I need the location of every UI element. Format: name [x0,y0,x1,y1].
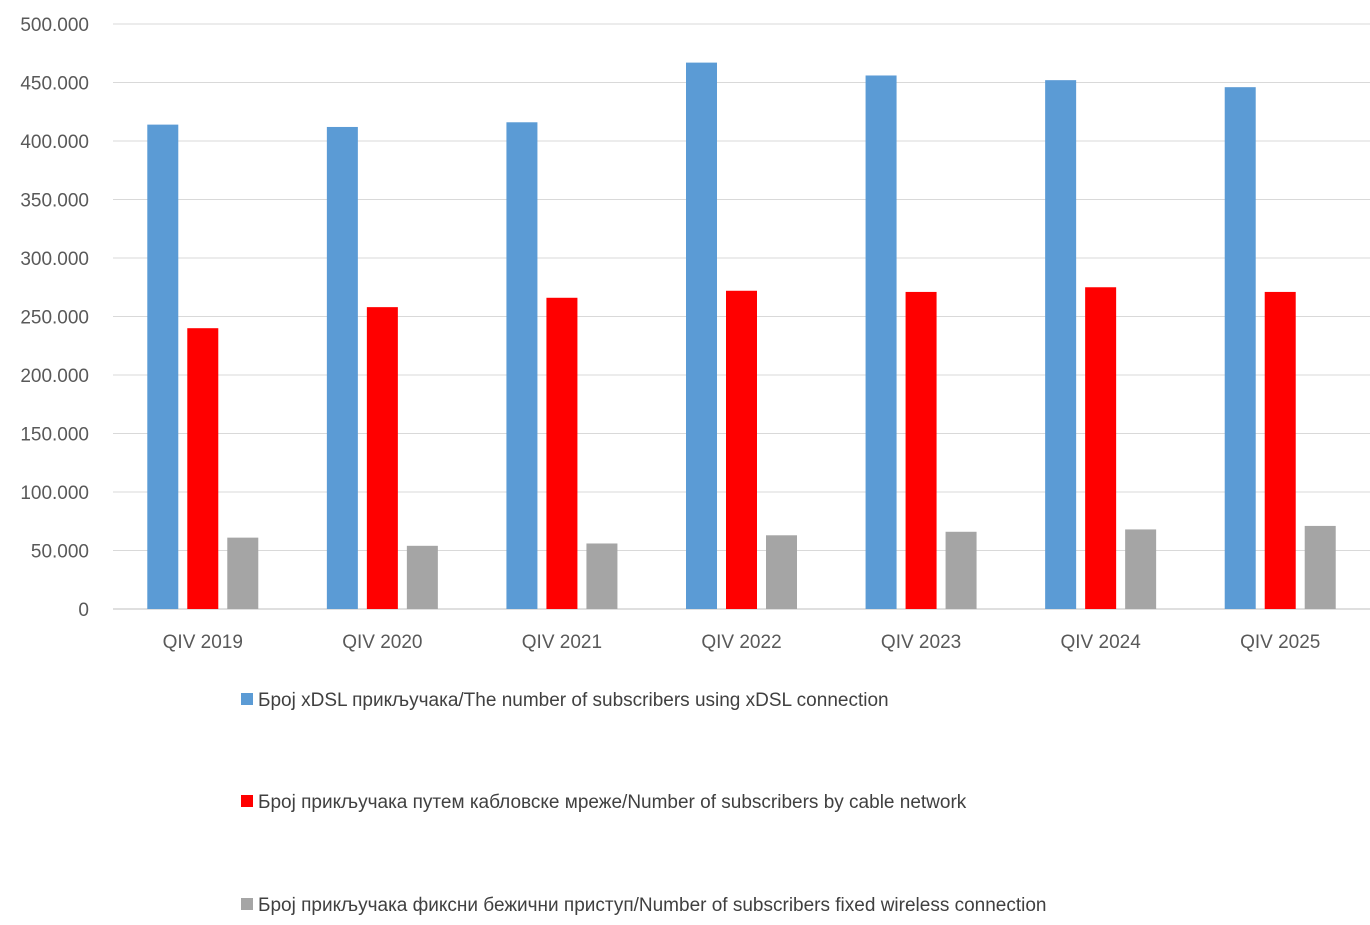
bar-series-2 [1264,291,1296,609]
x-axis-ticks: QIV 2019 QIV 2020 QIV 2021 QIV 2022 QIV 2023… [163,632,1321,653]
bar-series-3 [227,537,259,609]
legend-label-3: Број прикључака фиксни бежични приступ/N… [258,895,1047,916]
legend-swatch-2 [241,795,253,807]
y-tick-label: 400.000 [20,132,89,153]
bar-series-3 [406,545,438,609]
y-tick-label: 350.000 [20,191,89,212]
legend-swatch-3 [241,898,253,910]
x-tick-label: QIV 2023 [881,632,961,653]
bar-series-1 [506,122,538,609]
y-tick-label: 450.000 [20,74,89,95]
y-tick-label: 150.000 [20,425,89,446]
x-tick-label: QIV 2019 [163,632,243,653]
bar-series-1 [686,62,717,610]
bar-series-2 [366,307,398,609]
bar-series-3 [1304,525,1336,609]
bar-series-3 [766,535,797,609]
y-axis-ticks: 0 50.000 100.000 150.000 200.000 250.000 300.0… [20,15,89,621]
y-tick-label: 500.000 [20,15,89,36]
x-tick-label: QIV 2020 [342,632,422,653]
legend-label-1: Број xDSL прикључака/The number of subsc… [258,690,889,711]
x-tick-label: QIV 2021 [522,632,602,653]
bar-series-1 [326,126,358,610]
bar-series-2 [1085,287,1117,609]
bar-series-1 [1045,80,1077,609]
bar-series-3 [945,531,977,609]
y-tick-label: 0 [78,600,89,621]
bar-series-2 [546,297,578,609]
x-tick-label: QIV 2022 [701,632,781,653]
x-tick-label: QIV 2025 [1240,632,1320,653]
y-tick-label: 100.000 [20,483,89,504]
y-tick-label: 300.000 [20,249,89,270]
bar-series-1 [147,124,179,610]
bar-series-3 [1125,529,1157,609]
legend-swatch-1 [241,693,253,705]
legend-label-2: Број прикључака путем кабловске мреже/Nu… [258,792,967,813]
bar-series-2 [905,291,937,609]
y-tick-label: 250.000 [20,308,89,329]
bar-series-3 [586,543,618,609]
legend: Број xDSL прикључака/The number of subsc… [241,690,1047,916]
bar-series-1 [1224,87,1256,610]
x-tick-label: QIV 2024 [1061,632,1142,653]
y-tick-label: 200.000 [20,366,89,387]
bar-series-1 [865,75,897,610]
bars [147,62,1336,610]
y-tick-label: 50.000 [31,542,89,563]
bar-series-2 [726,290,757,609]
bar-series-2 [187,328,219,609]
